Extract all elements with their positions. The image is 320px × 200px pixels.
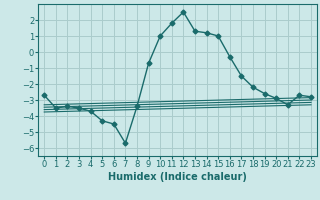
X-axis label: Humidex (Indice chaleur): Humidex (Indice chaleur): [108, 172, 247, 182]
